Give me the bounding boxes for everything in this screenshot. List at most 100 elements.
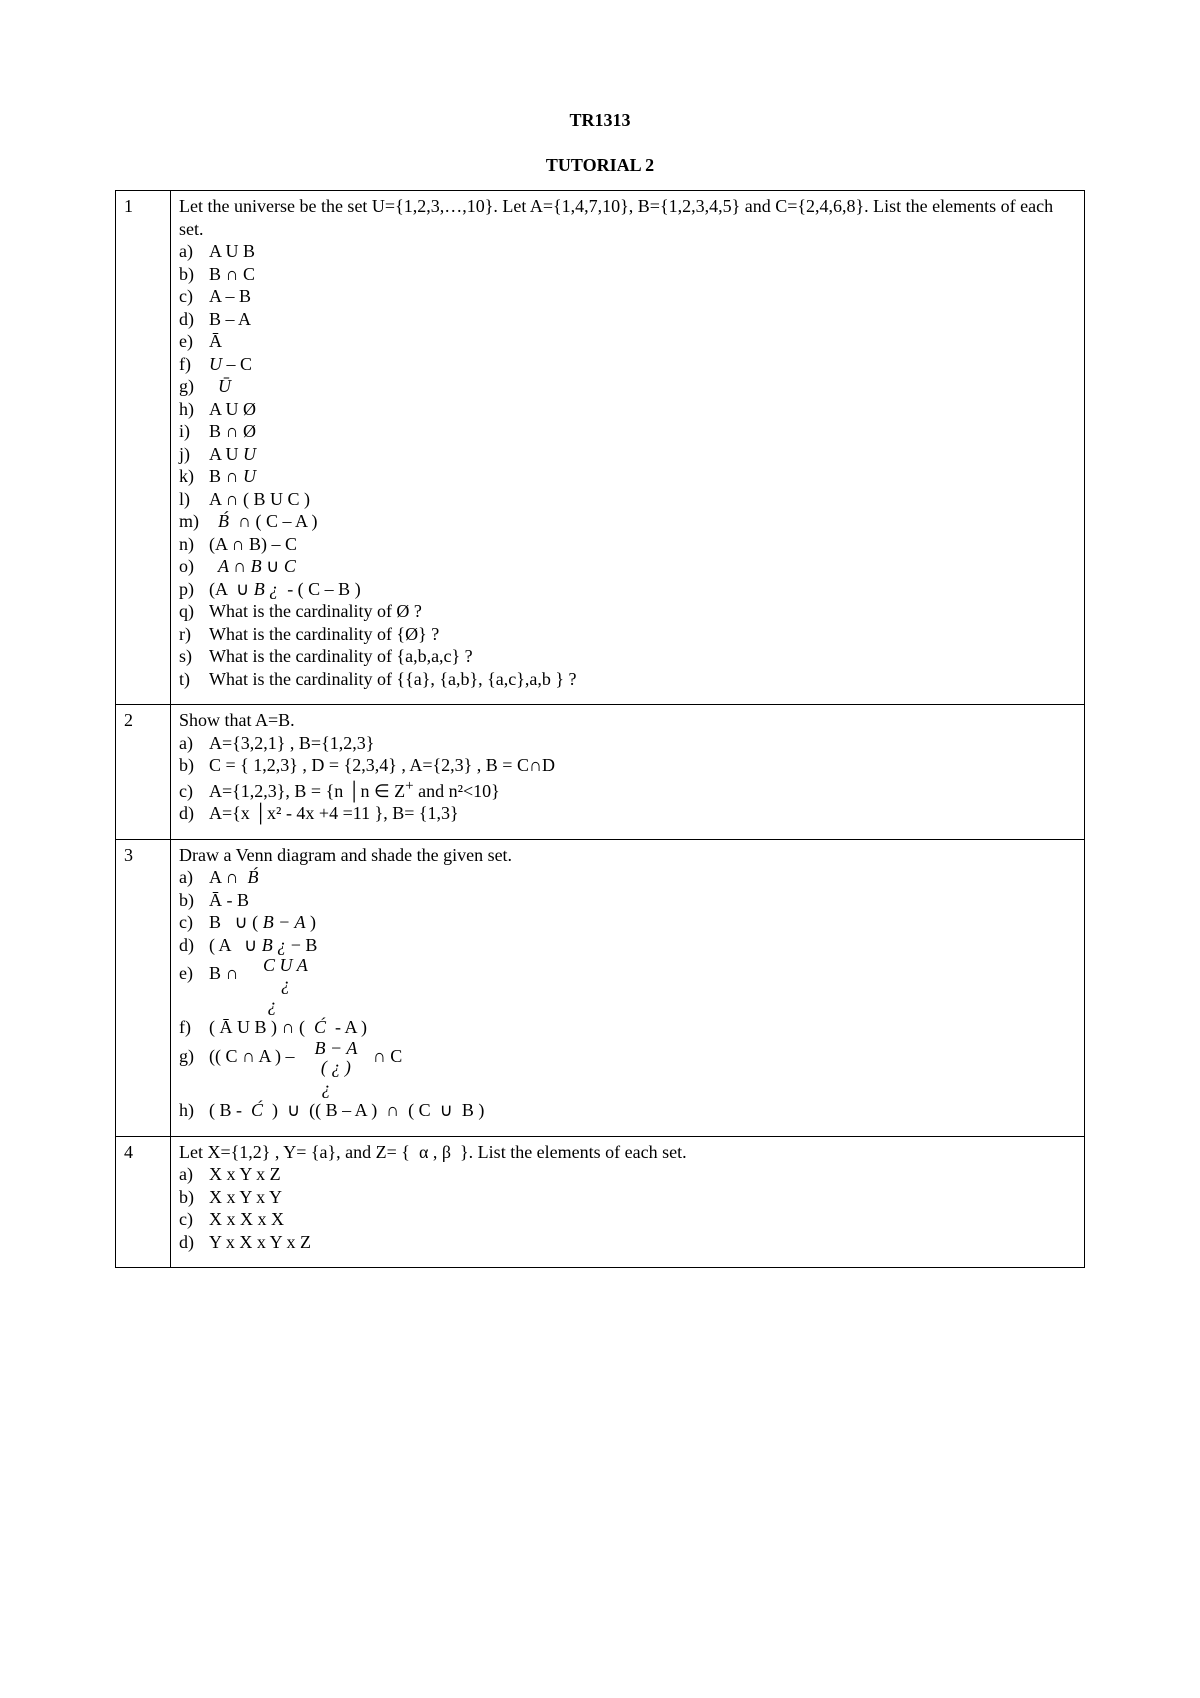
course-code: TR1313 — [115, 110, 1085, 131]
tutorial-title: TUTORIAL 2 — [115, 155, 1085, 176]
list-item: d)Y x X x Y x Z — [179, 1231, 1076, 1254]
list-item: s)What is the cardinality of {a,b,a,c} ? — [179, 645, 1076, 668]
item-text: ( A ∪ B ¿ − B — [209, 934, 317, 957]
item-label: d) — [179, 802, 209, 825]
item-label: o) — [179, 555, 209, 578]
item-label: b) — [179, 754, 209, 777]
list-item: f)U – C — [179, 353, 1076, 376]
item-text: B ∩ U — [209, 465, 256, 488]
item-text: A ∩ ( B U C ) — [209, 488, 310, 511]
list-item: k)B ∩ U — [179, 465, 1076, 488]
question-intro: Draw a Venn diagram and shade the given … — [179, 844, 1076, 867]
list-item: p)(A ∪ B ¿ - ( C – B ) — [179, 578, 1076, 601]
item-label: q) — [179, 600, 209, 623]
list-item: n)(A ∩ B) – C — [179, 533, 1076, 556]
item-text: A – B — [209, 285, 251, 308]
item-label: h) — [179, 398, 209, 421]
item-label: l) — [179, 488, 209, 511]
item-label: a) — [179, 1163, 209, 1186]
item-text: X x X x X — [209, 1208, 284, 1231]
list-item: b)B ∩ C — [179, 263, 1076, 286]
list-item: a)A U B — [179, 240, 1076, 263]
question-number: 4 — [116, 1136, 171, 1268]
question-intro: Show that A=B. — [179, 709, 1076, 732]
item-label: c) — [179, 285, 209, 308]
list-item: j)A U U — [179, 443, 1076, 466]
list-item: f)( Ā U B ) ∩ ( Ć - A ) — [179, 1016, 1076, 1039]
item-label: g) — [179, 375, 209, 398]
item-text: B ∩ Ø — [209, 420, 256, 443]
item-text: (A ∩ B) – C — [209, 533, 297, 556]
item-label: s) — [179, 645, 209, 668]
item-label: i) — [179, 420, 209, 443]
item-label: r) — [179, 623, 209, 646]
item-label: a) — [179, 732, 209, 755]
item-list: a)A={3,2,1} , B={1,2,3}b)C = { 1,2,3} , … — [179, 732, 1076, 825]
item-text: What is the cardinality of {{a}, {a,b}, … — [209, 668, 577, 691]
item-label: c) — [179, 1208, 209, 1231]
item-label: c) — [179, 780, 209, 803]
item-label: b) — [179, 889, 209, 912]
list-item: e)Ā — [179, 330, 1076, 353]
item-label: b) — [179, 1186, 209, 1209]
item-label: e) — [179, 962, 209, 985]
item-label: d) — [179, 934, 209, 957]
item-text: A U U — [209, 443, 256, 466]
question-number: 3 — [116, 839, 171, 1136]
item-label: n) — [179, 533, 209, 556]
list-item: b)C = { 1,2,3} , D = {2,3,4} , A={2,3} ,… — [179, 754, 1076, 777]
page: TR1313 TUTORIAL 2 1Let the universe be t… — [0, 0, 1200, 1698]
questions-table: 1Let the universe be the set U={1,2,3,…,… — [115, 190, 1085, 1268]
item-label: m) — [179, 510, 209, 533]
list-item: r)What is the cardinality of {Ø} ? — [179, 623, 1076, 646]
item-list: a)A ∩ B́b)Ā - Bc)B ∪ ( B − A )d)( A ∪ B … — [179, 866, 1076, 1122]
item-text: Ā - B — [209, 889, 249, 912]
item-label: p) — [179, 578, 209, 601]
item-label: d) — [179, 308, 209, 331]
list-item: h)( B - Ć ) ∪ (( B – A ) ∩ ( C ∪ B ) — [179, 1099, 1076, 1122]
question-row: 4 Let X={1,2} , Y= {a}, and Z= { α , β }.… — [116, 1136, 1085, 1268]
list-item: c)B ∪ ( B − A ) — [179, 911, 1076, 934]
item-text: A={3,2,1} , B={1,2,3} — [209, 732, 374, 755]
item-label: h) — [179, 1099, 209, 1122]
item-text: B ∩ C U A¿ ¿ — [209, 956, 310, 1016]
question-body: Show that A=B.a)A={3,2,1} , B={1,2,3}b)C… — [171, 705, 1085, 840]
list-item: t)What is the cardinality of {{a}, {a,b}… — [179, 668, 1076, 691]
item-text: What is the cardinality of Ø ? — [209, 600, 422, 623]
question-body: Let X={1,2} , Y= {a}, and Z= { α , β }. … — [171, 1136, 1085, 1268]
list-item: d)A={x │x² - 4x +4 =11 }, B= {1,3} — [179, 802, 1076, 825]
question-intro: Let the universe be the set U={1,2,3,…,1… — [179, 195, 1076, 240]
item-text: A ∩ B́ — [209, 866, 259, 889]
item-text: Ū — [209, 375, 231, 398]
item-text: What is the cardinality of {a,b,a,c} ? — [209, 645, 473, 668]
item-text: X x Y x Y — [209, 1186, 282, 1209]
list-item: o) A ∩ B ∪ C — [179, 555, 1076, 578]
list-item: a)A ∩ B́ — [179, 866, 1076, 889]
item-text: B – A — [209, 308, 251, 331]
list-item: l)A ∩ ( B U C ) — [179, 488, 1076, 511]
item-text: B́ ∩ ( C – A ) — [209, 510, 318, 533]
item-text: ( Ā U B ) ∩ ( Ć - A ) — [209, 1016, 367, 1039]
item-text: C = { 1,2,3} , D = {2,3,4} , A={2,3} , B… — [209, 754, 555, 777]
list-item: a)A={3,2,1} , B={1,2,3} — [179, 732, 1076, 755]
item-label: f) — [179, 1016, 209, 1039]
item-text: A={1,2,3}, B = {n │n ∈ Z+ and n²<10} — [209, 777, 500, 803]
item-text: A ∩ B ∪ C — [209, 555, 296, 578]
item-label: k) — [179, 465, 209, 488]
list-item: d)( A ∪ B ¿ − B — [179, 934, 1076, 957]
item-text: (( C ∩ A ) – B − A( ¿ ) ∩ C ¿ — [209, 1039, 402, 1099]
item-text: A U Ø — [209, 398, 256, 421]
item-label: a) — [179, 866, 209, 889]
item-label: t) — [179, 668, 209, 691]
question-body: Draw a Venn diagram and shade the given … — [171, 839, 1085, 1136]
list-item: d)B – A — [179, 308, 1076, 331]
question-row: 2Show that A=B.a)A={3,2,1} , B={1,2,3}b)… — [116, 705, 1085, 840]
list-item: q)What is the cardinality of Ø ? — [179, 600, 1076, 623]
item-text: A={x │x² - 4x +4 =11 }, B= {1,3} — [209, 802, 459, 825]
question-intro: Let X={1,2} , Y= {a}, and Z= { α , β }. … — [179, 1141, 1076, 1164]
item-label: b) — [179, 263, 209, 286]
item-text: (A ∪ B ¿ - ( C – B ) — [209, 578, 361, 601]
item-list: a)X x Y x Zb)X x Y x Yc)X x X x Xd)Y x X… — [179, 1163, 1076, 1253]
list-item: c)X x X x X — [179, 1208, 1076, 1231]
list-item: h)A U Ø — [179, 398, 1076, 421]
